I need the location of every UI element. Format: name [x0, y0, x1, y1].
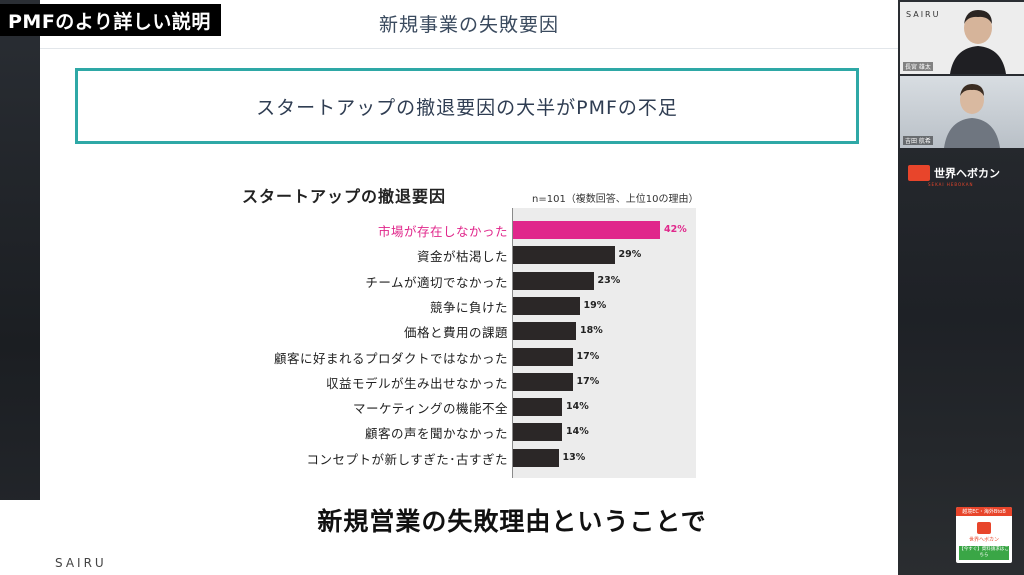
ad-topline: 越境EC・海外BtoB [956, 507, 1012, 516]
slide-footer [0, 548, 898, 575]
chart-row: コンセプトが新しすぎた･古すぎた 13% [220, 446, 780, 470]
bar-label: 顧客の声を聞かなかった [364, 426, 508, 442]
title-divider [40, 48, 898, 49]
bar [513, 398, 562, 417]
bar-label: 顧客に好まれるプロダクトではなかった [273, 350, 508, 366]
bar [513, 271, 594, 290]
bar-value-label: 14% [566, 401, 589, 413]
person-silhouette-icon [944, 84, 1000, 148]
bar [513, 246, 615, 265]
cam-name-tag: 吉田 航希 [903, 136, 933, 145]
bar [513, 221, 660, 239]
bar-label: マーケティングの機能不全 [352, 401, 508, 417]
topic-badge: PMFのより詳しい説明 [0, 4, 221, 36]
video-caption: 新規営業の失敗理由ということで [317, 507, 707, 536]
presentation-slide: 新規事業の失敗要因 スタートアップの撤退要因の大半がPMFの不足 スタートアップ… [40, 0, 898, 500]
chart-row: マーケティングの機能不全 14% [220, 395, 780, 419]
chart-row: 顧客に好まれるプロダクトではなかった 17% [220, 345, 780, 369]
ad-cta-button[interactable]: 【今すぐ】資料請求はこちら [959, 546, 1009, 560]
chart-row: 市場が存在しなかった 42% [220, 218, 780, 242]
background-strip-left [0, 0, 40, 575]
bar-label: 資金が枯渇した [416, 249, 508, 265]
chart-row: チームが適切でなかった 23% [220, 269, 780, 293]
chat-bubble-icon [977, 522, 991, 534]
cam-name-tag: 長宮 雄太 [903, 62, 933, 71]
bar [513, 296, 580, 315]
bar-label: 価格と費用の課題 [403, 325, 508, 341]
bar-label: 競争に負けた [429, 299, 508, 315]
chart-row: 価格と費用の課題 18% [220, 319, 780, 343]
footer-logo: SAIRU [55, 556, 107, 570]
bar-label: チームが適切でなかった [365, 274, 508, 290]
bar-value-label: 17% [576, 375, 600, 387]
bar-label: コンセプトが新しすぎた･古すぎた [306, 451, 508, 467]
ad-banner[interactable]: 越境EC・海外BtoB 世界ヘボカン 【今すぐ】資料請求はこちら [956, 507, 1012, 563]
caption-band [0, 500, 898, 548]
cam-logo: SAIRU [906, 10, 941, 19]
webcam-tile-1: SAIRU 長宮 雄太 [900, 2, 1024, 74]
brand-mark: 世界ヘボカン [908, 165, 1000, 181]
person-silhouette-icon [950, 10, 1006, 74]
brand-subtitle: SEKAI HEBOKAN [928, 182, 974, 187]
ad-brand-name: 世界ヘボカン [968, 537, 999, 543]
headline-box: スタートアップの撤退要因の大半がPMFの不足 [75, 68, 859, 144]
chart-row: 収益モデルが生み出せなかった 17% [220, 370, 780, 394]
chart-row: 競争に負けた 19% [220, 294, 780, 318]
headline-text: スタートアップの撤退要因の大半がPMFの不足 [256, 96, 678, 119]
bar-label: 市場が存在しなかった [377, 224, 508, 239]
chart-row: 顧客の声を聞かなかった 14% [220, 420, 780, 444]
bar [513, 347, 573, 366]
chart-note: n=101（複数回答、上位10の理由） [532, 194, 699, 205]
chart-title: スタートアップの撤退要因 [242, 187, 447, 206]
bar [513, 423, 562, 442]
slide-title: 新規事業の失敗要因 [378, 14, 559, 36]
chart-axis [512, 208, 513, 478]
bar-value-label: 14% [566, 426, 589, 438]
bar-value-label: 19% [583, 299, 607, 311]
bar [513, 448, 559, 467]
bar-label: 収益モデルが生み出せなかった [325, 375, 508, 391]
brand-name: 世界ヘボカン [934, 167, 1000, 180]
bar-value-label: 18% [580, 325, 603, 337]
bar-value-label: 13% [562, 451, 586, 463]
bar-value-label: 17% [576, 350, 600, 362]
bar-value-label: 29% [618, 249, 642, 261]
brand-logo-icon [908, 165, 930, 181]
bar [513, 372, 573, 391]
bar-value-label: 42% [664, 224, 687, 235]
chart-row: 資金が枯渇した 29% [220, 243, 780, 267]
bar [513, 322, 576, 341]
webcam-tile-2: 吉田 航希 [900, 76, 1024, 148]
bar-value-label: 23% [597, 274, 621, 286]
